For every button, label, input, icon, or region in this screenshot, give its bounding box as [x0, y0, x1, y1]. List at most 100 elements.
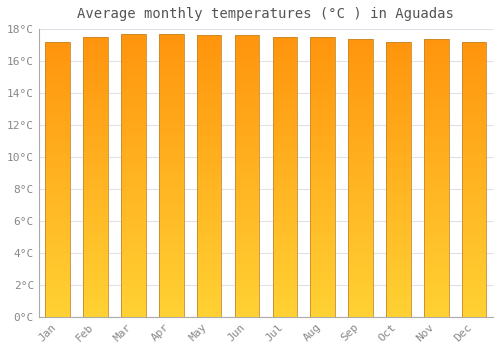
Bar: [348, 298, 373, 300]
Bar: [272, 194, 297, 196]
Bar: [234, 47, 260, 49]
Bar: [159, 74, 184, 76]
Bar: [159, 277, 184, 280]
Bar: [272, 110, 297, 113]
Bar: [84, 308, 108, 311]
Bar: [46, 113, 70, 116]
Bar: [234, 297, 260, 300]
Bar: [121, 306, 146, 308]
Bar: [272, 62, 297, 65]
Bar: [386, 237, 410, 240]
Bar: [386, 47, 410, 50]
Bar: [121, 65, 146, 68]
Bar: [348, 139, 373, 141]
Bar: [348, 47, 373, 50]
Bar: [272, 275, 297, 278]
Bar: [159, 189, 184, 192]
Bar: [310, 118, 335, 121]
Bar: [46, 155, 70, 158]
Bar: [46, 61, 70, 64]
Bar: [424, 219, 448, 222]
Bar: [234, 278, 260, 280]
Bar: [348, 38, 373, 317]
Bar: [424, 197, 448, 200]
Bar: [197, 278, 222, 280]
Bar: [46, 64, 70, 66]
Bar: [386, 42, 410, 317]
Bar: [197, 314, 222, 317]
Bar: [310, 124, 335, 127]
Bar: [348, 272, 373, 275]
Bar: [197, 230, 222, 232]
Bar: [159, 121, 184, 124]
Bar: [272, 300, 297, 303]
Bar: [348, 300, 373, 303]
Bar: [84, 241, 108, 244]
Bar: [159, 249, 184, 252]
Bar: [159, 76, 184, 79]
Bar: [46, 47, 70, 50]
Bar: [197, 283, 222, 286]
Bar: [121, 189, 146, 192]
Bar: [462, 210, 486, 212]
Bar: [272, 264, 297, 266]
Bar: [197, 292, 222, 294]
Bar: [348, 141, 373, 144]
Bar: [46, 273, 70, 275]
Bar: [424, 208, 448, 211]
Bar: [46, 58, 70, 61]
Bar: [46, 141, 70, 144]
Bar: [159, 71, 184, 74]
Bar: [462, 100, 486, 102]
Bar: [272, 138, 297, 141]
Bar: [159, 263, 184, 266]
Bar: [84, 116, 108, 118]
Bar: [462, 69, 486, 72]
Bar: [159, 153, 184, 155]
Bar: [272, 82, 297, 85]
Bar: [197, 145, 222, 148]
Bar: [310, 40, 335, 43]
Bar: [462, 133, 486, 135]
Bar: [46, 102, 70, 105]
Bar: [84, 261, 108, 264]
Bar: [121, 99, 146, 102]
Bar: [197, 244, 222, 246]
Bar: [159, 223, 184, 226]
Bar: [348, 222, 373, 225]
Bar: [462, 265, 486, 267]
Bar: [462, 42, 486, 44]
Bar: [84, 213, 108, 216]
Bar: [462, 245, 486, 248]
Bar: [386, 91, 410, 94]
Bar: [234, 100, 260, 103]
Bar: [462, 298, 486, 300]
Bar: [386, 66, 410, 69]
Bar: [84, 155, 108, 158]
Bar: [272, 74, 297, 76]
Bar: [46, 105, 70, 108]
Bar: [234, 126, 260, 128]
Bar: [121, 167, 146, 170]
Bar: [424, 91, 448, 94]
Bar: [272, 37, 297, 40]
Bar: [159, 291, 184, 294]
Bar: [121, 240, 146, 243]
Bar: [197, 165, 222, 168]
Bar: [234, 66, 260, 69]
Bar: [159, 306, 184, 308]
Bar: [84, 264, 108, 266]
Bar: [462, 273, 486, 275]
Bar: [159, 62, 184, 65]
Bar: [234, 238, 260, 241]
Bar: [46, 168, 70, 171]
Bar: [121, 187, 146, 189]
Bar: [386, 298, 410, 300]
Bar: [234, 187, 260, 190]
Bar: [310, 57, 335, 60]
Bar: [121, 198, 146, 201]
Bar: [462, 141, 486, 144]
Bar: [310, 144, 335, 146]
Bar: [310, 141, 335, 144]
Bar: [310, 54, 335, 57]
